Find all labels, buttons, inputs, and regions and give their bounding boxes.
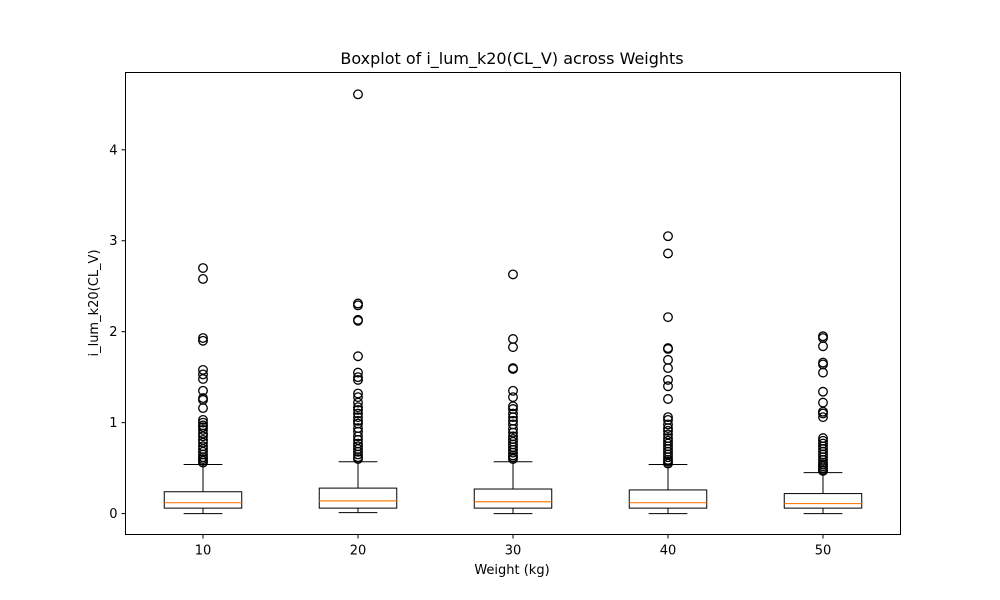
- outlier-point: [663, 419, 673, 430]
- outlier-point: [508, 334, 518, 344]
- outlier-point: [663, 425, 673, 436]
- outlier-point: [508, 385, 518, 396]
- outlier-point: [508, 364, 518, 374]
- outlier-point: [818, 408, 828, 419]
- box-iqr: [318, 487, 398, 509]
- outlier-point: [663, 423, 673, 434]
- outlier-point: [508, 392, 518, 403]
- outlier-point: [353, 374, 363, 385]
- outlier-point: [198, 374, 208, 384]
- box-iqr: [473, 488, 553, 509]
- outlier-point: [198, 263, 208, 273]
- box-iqr: [783, 493, 863, 509]
- outlier-point: [818, 367, 828, 378]
- outlier-point: [663, 452, 673, 463]
- outlier-point: [198, 333, 208, 344]
- outlier-point: [663, 412, 673, 423]
- outlier-point: [663, 363, 673, 374]
- outlier-point: [353, 397, 363, 408]
- outlier-point: [353, 431, 363, 442]
- outlier-point: [353, 408, 363, 419]
- outlier-point: [508, 401, 518, 412]
- outlier-point: [198, 417, 208, 428]
- outlier-point: [508, 447, 518, 458]
- x-tick-label: 10: [195, 544, 212, 559]
- outlier-point: [663, 381, 673, 392]
- outlier-point: [353, 367, 363, 378]
- outlier-point: [198, 431, 208, 442]
- outlier-point: [663, 458, 673, 469]
- outlier-point: [663, 344, 673, 354]
- y-tick-label: 1: [109, 416, 117, 431]
- outlier-point: [353, 446, 363, 457]
- box-iqr: [163, 491, 243, 509]
- y-axis-label: i_lum_k20(CL_V): [87, 249, 102, 356]
- outlier-point: [198, 414, 208, 425]
- plot-area: 0 1 2 3 4 10 20 30 40 50: [109, 89, 863, 559]
- outlier-point: [508, 408, 518, 419]
- x-tick-label: 40: [660, 544, 677, 559]
- outlier-point: [353, 372, 363, 383]
- chart-title: Boxplot of i_lum_k20(CL_V) across Weight…: [340, 49, 683, 69]
- outlier-point: [818, 386, 828, 397]
- outlier-point: [353, 454, 363, 464]
- outlier-point: [818, 412, 828, 423]
- outlier-point: [353, 449, 363, 460]
- outlier-point: [353, 351, 363, 362]
- x-tick-label: 50: [815, 544, 832, 559]
- outlier-point: [353, 404, 363, 415]
- x-tick-label: 20: [350, 544, 367, 559]
- outlier-point: [198, 403, 208, 414]
- outlier-point: [663, 231, 673, 242]
- outlier-point: [663, 248, 673, 259]
- outlier-point: [353, 315, 363, 326]
- box-iqr: [628, 489, 708, 509]
- outlier-point: [663, 374, 673, 385]
- y-tick-label: 0: [109, 507, 117, 522]
- outlier-point: [353, 300, 363, 311]
- outlier-point: [353, 402, 363, 413]
- outlier-point: [508, 269, 518, 280]
- outlier-point: [818, 465, 828, 476]
- outlier-point: [663, 354, 673, 365]
- outlier-point: [508, 424, 518, 434]
- outlier-point: [663, 394, 673, 404]
- outlier-point: [353, 415, 363, 426]
- outlier-point: [818, 341, 828, 352]
- outlier-point: [508, 412, 518, 423]
- axes-frame: [125, 72, 901, 535]
- outlier-point: [508, 454, 518, 464]
- x-axis-label: Weight (kg): [474, 563, 549, 578]
- y-tick-label: 2: [109, 325, 117, 340]
- outlier-point: [353, 392, 363, 403]
- outlier-point: [198, 273, 208, 284]
- outlier-point: [508, 342, 518, 353]
- outlier-point: [353, 89, 363, 100]
- outlier-point: [353, 412, 363, 423]
- outlier-point: [198, 424, 208, 435]
- outlier-point: [198, 335, 208, 346]
- outlier-point: [198, 369, 208, 380]
- y-tick-label: 3: [109, 234, 117, 249]
- outlier-point: [198, 457, 208, 468]
- y-tick-label: 4: [109, 143, 117, 158]
- outlier-point: [818, 397, 828, 408]
- outlier-point: [663, 312, 673, 323]
- x-tick-label: 30: [505, 544, 522, 559]
